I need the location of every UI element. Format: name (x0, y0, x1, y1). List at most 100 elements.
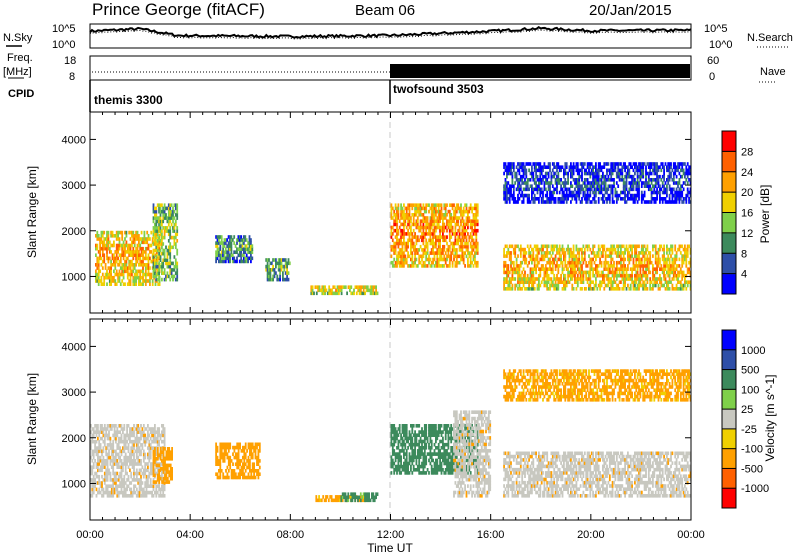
data-cell (435, 241, 437, 246)
data-cell (563, 200, 565, 204)
data-cell (109, 462, 112, 466)
data-cell (519, 277, 522, 281)
data-cell (578, 277, 581, 281)
data-cell (338, 288, 340, 293)
data-cell (586, 165, 589, 169)
data-cell (510, 171, 512, 176)
data-cell (432, 232, 434, 236)
data-cell (593, 273, 596, 278)
data-cell (169, 213, 172, 217)
data-cell (425, 241, 428, 246)
data-cell (535, 181, 537, 185)
data-cell (138, 243, 140, 248)
data-cell (653, 283, 656, 288)
data-cell (570, 162, 572, 166)
data-cell (672, 264, 675, 268)
data-cell (236, 250, 238, 254)
data-cell (230, 250, 233, 254)
data-cell (167, 264, 170, 269)
data-cell (137, 462, 140, 466)
data-cell (640, 244, 643, 249)
data-cell (602, 254, 604, 258)
data-cell (467, 241, 469, 246)
data-cell (135, 253, 137, 257)
data-cell (565, 190, 568, 195)
data-cell (444, 206, 447, 211)
data-cell (454, 209, 457, 214)
data-cell (96, 259, 99, 264)
data-cell (115, 230, 118, 235)
data-cell (645, 270, 647, 275)
data-cell (533, 260, 536, 265)
data-cell (163, 271, 166, 275)
data-cell (685, 260, 688, 265)
data-cell (597, 174, 600, 179)
data-cell (373, 285, 376, 289)
data-cell (504, 187, 507, 192)
data-cell (595, 171, 597, 176)
data-cell (340, 285, 343, 289)
data-cell (405, 209, 408, 214)
data-cell (671, 168, 674, 173)
data-cell (113, 474, 116, 479)
data-cell (140, 430, 142, 434)
data-cell (116, 487, 119, 492)
data-cell (110, 230, 112, 235)
data-cell (220, 259, 223, 264)
data-cell (600, 178, 603, 182)
data-cell (595, 267, 597, 271)
data-cell (504, 162, 507, 166)
data-cell (127, 455, 130, 460)
data-cell (139, 259, 142, 264)
data-cell (642, 174, 645, 179)
data-cell (602, 270, 604, 275)
data-cell (394, 216, 397, 220)
data-cell (218, 235, 220, 239)
data-cell (664, 181, 667, 185)
data-cell (631, 251, 633, 255)
data-cell (390, 206, 393, 211)
data-cell (510, 254, 512, 258)
data-cell (542, 264, 544, 268)
data-cell (606, 168, 608, 173)
data-cell (503, 197, 505, 201)
data-cell (248, 238, 251, 242)
data-cell (575, 264, 578, 268)
data-cell (96, 275, 99, 280)
data-cell (170, 235, 173, 240)
data-cell (101, 430, 103, 434)
data-cell (113, 263, 115, 267)
data-cell (218, 250, 220, 254)
data-cell (159, 242, 162, 246)
data-cell (533, 277, 536, 281)
data-cell (139, 237, 142, 241)
data-cell (407, 238, 409, 243)
data-cell (97, 427, 99, 431)
data-cell (284, 277, 287, 282)
data-cell (109, 471, 112, 476)
data-cell (455, 241, 458, 246)
data-cell (685, 197, 688, 201)
data-cell (421, 248, 423, 252)
data-cell (590, 267, 593, 271)
data-cell (151, 446, 153, 450)
data-cell (142, 439, 145, 444)
data-cell (593, 244, 596, 249)
data-cell (98, 455, 101, 460)
data-cell (92, 452, 95, 457)
data-cell (105, 430, 108, 434)
data-cell (104, 246, 107, 251)
data-cell (234, 250, 237, 254)
data-cell (564, 280, 567, 284)
data-cell (628, 181, 631, 185)
data-cell (162, 242, 165, 246)
data-cell (652, 270, 654, 275)
data-cell (151, 465, 153, 469)
cpid-mode-2: twofsound 3503 (393, 82, 484, 96)
data-cell (426, 257, 429, 262)
data-cell (412, 216, 415, 220)
data-cell (97, 256, 100, 261)
data-cell (581, 257, 583, 262)
data-cell (416, 248, 419, 252)
data-cell (661, 162, 664, 166)
